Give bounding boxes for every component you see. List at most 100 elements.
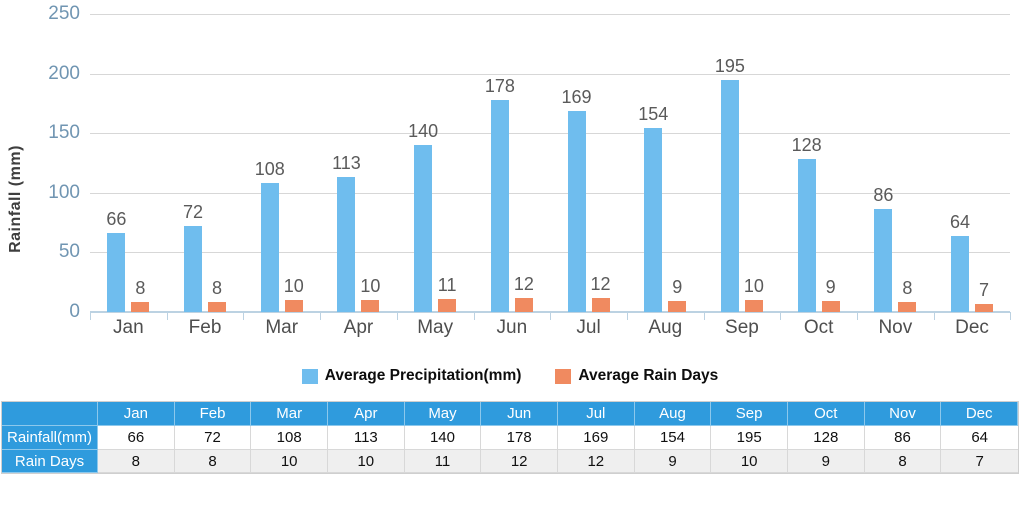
precipitation-legend-swatch [301, 368, 318, 384]
x-axis-tick [857, 312, 858, 320]
legend-item-precipitation[interactable]: Average Precipitation(mm) [301, 367, 521, 385]
bar-rain-days-dec[interactable] [975, 303, 994, 312]
value-label-precipitation-jan: 66 [106, 209, 127, 230]
bar-precipitation-jan[interactable] [107, 233, 126, 312]
value-label-rain-days-jan: 8 [135, 278, 146, 299]
value-label-precipitation-dec: 64 [950, 211, 971, 232]
x-axis-tick [780, 312, 782, 320]
table-cell-jul-rain-days: 12 [557, 450, 635, 473]
value-label-precipitation-jul: 169 [561, 86, 592, 107]
bar-rain-days-sep[interactable] [744, 300, 763, 312]
bar-precipitation-jul[interactable] [567, 110, 586, 312]
bar-rain-days-feb[interactable] [208, 302, 227, 312]
x-axis-label-jan: Jan [113, 317, 144, 338]
bar-precipitation-may[interactable] [414, 145, 433, 312]
table-cell-jan-rainfall: 66 [98, 426, 175, 450]
bar-rain-days-aug[interactable] [668, 301, 687, 312]
value-label-rain-days-aug: 9 [672, 277, 683, 298]
y-tick-label-150: 150 [48, 122, 80, 144]
bar-rain-days-mar[interactable] [284, 300, 303, 312]
table-cell-nov-rain-days: 8 [864, 450, 942, 473]
y-tick-label-0: 0 [69, 301, 80, 322]
bar-rain-days-nov[interactable] [898, 302, 917, 312]
table-row-label-rain-days: Rain Days [2, 450, 98, 473]
bar-precipitation-oct[interactable] [797, 159, 816, 312]
gridline-50 [90, 252, 1011, 254]
table-cell-nov-rainfall: 86 [864, 426, 942, 450]
y-tick-label-100: 100 [48, 181, 80, 203]
x-axis-tick [626, 312, 628, 320]
x-axis-label-aug: Aug [648, 317, 683, 338]
table-header-may: May [404, 402, 482, 426]
value-label-precipitation-may: 140 [408, 121, 439, 142]
table-corner-cell [2, 402, 98, 426]
value-label-precipitation-nov: 86 [873, 185, 894, 206]
table-cell-apr-rainfall: 113 [327, 426, 405, 450]
table-cell-feb-rain-days: 8 [174, 450, 252, 473]
table-header-jan: Jan [98, 402, 175, 426]
rain-days-legend-swatch [555, 368, 572, 384]
table-cell-mar-rain-days: 10 [251, 450, 328, 473]
table-cell-dec-rainfall: 64 [941, 426, 1018, 450]
x-axis-label-dec: Dec [955, 317, 989, 338]
x-axis-tick [703, 312, 705, 320]
table-cell-sep-rainfall: 195 [711, 426, 788, 450]
table-header-oct: Oct [787, 402, 865, 426]
x-axis-tick [933, 312, 935, 320]
bar-precipitation-feb[interactable] [184, 226, 203, 312]
value-label-rain-days-feb: 8 [212, 278, 223, 299]
x-axis-label-may: May [417, 317, 454, 338]
bar-rain-days-jan[interactable] [131, 302, 150, 312]
table-cell-oct-rain-days: 9 [787, 450, 865, 473]
value-label-precipitation-apr: 113 [332, 153, 361, 174]
y-tick-label-50: 50 [58, 241, 80, 263]
table-header-dec: Dec [941, 402, 1018, 426]
x-axis-tick [1010, 312, 1012, 320]
x-axis-tick [550, 312, 552, 320]
x-axis-label-jul: Jul [576, 317, 601, 338]
table-cell-apr-rain-days: 10 [327, 450, 405, 473]
x-axis-label-oct: Oct [803, 317, 834, 338]
value-label-rain-days-dec: 7 [979, 279, 990, 300]
bar-rain-days-apr[interactable] [361, 300, 380, 312]
table-cell-jun-rainfall: 178 [481, 426, 558, 450]
bar-precipitation-aug[interactable] [644, 128, 663, 312]
bar-rain-days-oct[interactable] [821, 301, 840, 312]
value-label-precipitation-aug: 154 [638, 104, 669, 125]
bar-precipitation-nov[interactable] [874, 209, 893, 312]
value-label-rain-days-mar: 10 [283, 276, 304, 297]
table-header-nov: Nov [864, 402, 942, 426]
gridline-250 [90, 14, 1011, 15]
table-cell-jun-rain-days: 12 [481, 450, 558, 473]
bar-precipitation-sep[interactable] [720, 79, 739, 312]
legend-item-rain-days[interactable]: Average Rain Days [555, 367, 718, 385]
x-axis-label-sep: Sep [725, 317, 759, 338]
value-label-rain-days-apr: 10 [360, 276, 381, 297]
bar-rain-days-jul[interactable] [591, 297, 610, 312]
x-axis-tick [166, 312, 168, 320]
table-header-apr: Apr [327, 402, 405, 426]
table-cell-feb-rainfall: 72 [174, 426, 252, 450]
bar-precipitation-jun[interactable] [490, 99, 509, 312]
value-label-rain-days-sep: 10 [743, 276, 764, 297]
x-axis-tick [90, 312, 91, 320]
table-cell-may-rainfall: 140 [404, 426, 482, 450]
bar-rain-days-jun[interactable] [514, 297, 533, 312]
x-axis-label-mar: Mar [265, 317, 299, 338]
bar-precipitation-apr[interactable] [337, 177, 356, 312]
value-label-rain-days-jun: 12 [513, 273, 534, 294]
bar-rain-days-may[interactable] [438, 298, 457, 312]
value-label-rain-days-may: 11 [437, 274, 457, 295]
bar-precipitation-dec[interactable] [951, 235, 970, 312]
x-axis-tick [243, 312, 245, 320]
table-header-feb: Feb [174, 402, 252, 426]
table-cell-may-rain-days: 11 [404, 450, 482, 473]
monthly-data-table: Jan Feb Mar Apr May Jun Jul Aug Sep Oct Nov Dec Rain… [1, 401, 1019, 474]
table-cell-aug-rainfall: 154 [634, 426, 712, 450]
rain-days-legend-label: Average Rain Days [578, 367, 719, 384]
value-label-rain-days-nov: 8 [902, 278, 913, 299]
value-label-rain-days-jul: 12 [590, 273, 611, 294]
x-axis-tick [396, 312, 398, 320]
chart-legend: Average Precipitation(mm) Average Rain D… [0, 364, 1020, 388]
bar-precipitation-mar[interactable] [260, 183, 279, 312]
